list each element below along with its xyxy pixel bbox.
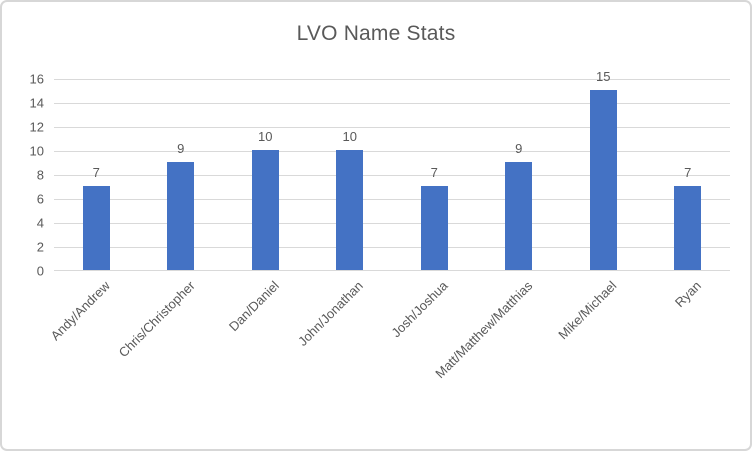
y-tick-label: 6 [36, 191, 44, 207]
category-label: Matt/Matthew/Matthias [432, 278, 536, 382]
y-tick-label: 0 [36, 263, 44, 279]
gridline [54, 247, 730, 248]
bar-value-label: 9 [515, 141, 523, 156]
gridline [54, 103, 730, 104]
bar-Chris/Christopher [167, 162, 195, 270]
y-axis: 0 2 4 6 8 10 12 14 16 [2, 72, 44, 279]
gridline [54, 79, 730, 80]
gridline [54, 223, 730, 224]
bar-value-label: 10 [258, 129, 273, 144]
bar-value-label: 7 [684, 165, 692, 180]
category-label: Andy/Andrew [47, 278, 113, 344]
bar-Josh/Joshua [420, 186, 448, 270]
gridline [54, 175, 730, 176]
gridline [54, 199, 730, 200]
category-label: Mike/Michael [555, 278, 620, 343]
bar-Matt/Matthew/Matthias [505, 162, 533, 270]
y-tick-label: 16 [29, 71, 44, 87]
bar-Ryan [674, 186, 702, 270]
category-label: John/Jonathan [295, 278, 367, 349]
category-label: Dan/Daniel [225, 278, 282, 335]
y-tick-label: 14 [29, 95, 44, 111]
bar-value-label: 10 [342, 129, 357, 144]
y-tick-label: 2 [36, 239, 44, 255]
category-label: Ryan [672, 278, 705, 311]
plot-area: 7 9 10 10 7 9 15 7 [54, 69, 730, 271]
y-tick-label: 8 [36, 167, 44, 183]
bar-value-label: 15 [596, 69, 611, 84]
chart-title: LVO Name Stats [296, 22, 456, 45]
x-axis-line [54, 270, 730, 271]
bar-value-label: 7 [430, 165, 438, 180]
bar-Dan/Daniel [251, 150, 279, 270]
y-tick-label: 12 [29, 119, 44, 135]
y-tick-label: 10 [29, 143, 44, 159]
y-tick-label: 4 [36, 215, 44, 231]
bar-Mike/Michael [589, 90, 617, 270]
bar-value-label: 7 [92, 165, 100, 180]
category-label: Chris/Christopher [115, 278, 198, 361]
gridline [54, 127, 730, 128]
bar-Andy/Andrew [82, 186, 110, 270]
bar-value-label: 9 [177, 141, 185, 156]
gridline [54, 151, 730, 152]
x-axis: Andy/Andrew Chris/Christopher Dan/Daniel Jo… [48, 278, 730, 448]
category-label: Josh/Joshua [388, 278, 451, 341]
bar-John/Jonathan [336, 150, 364, 270]
